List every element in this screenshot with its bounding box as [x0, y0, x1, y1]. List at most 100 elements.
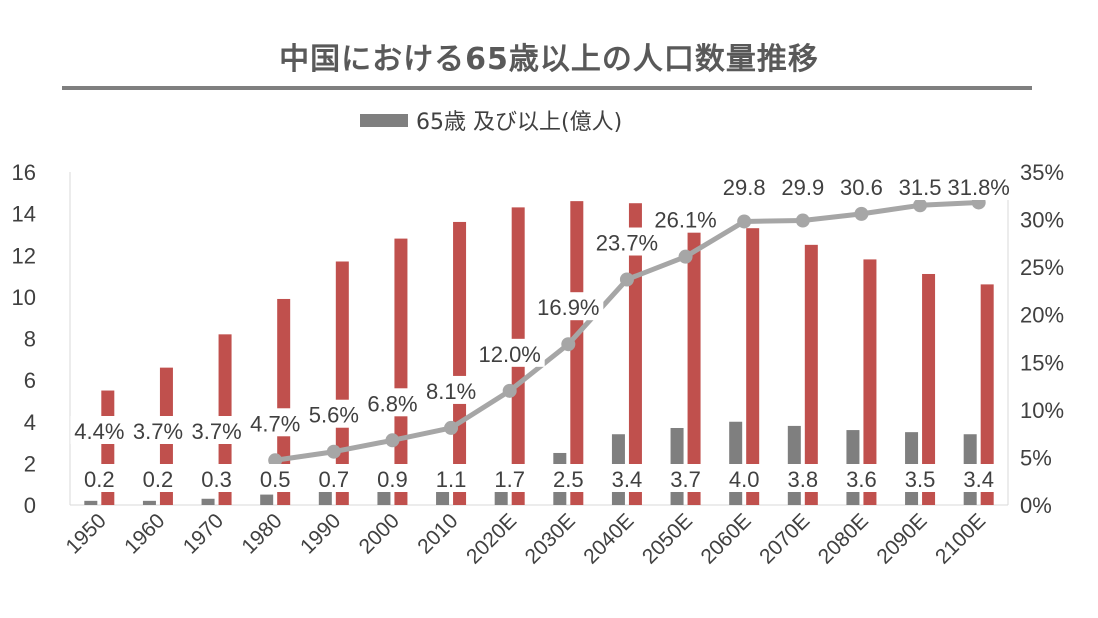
senior-value-label: 3.7 — [670, 467, 701, 492]
senior-label-bg — [368, 464, 417, 492]
ratio-label-bg — [187, 416, 246, 444]
senior-label-bg — [896, 464, 945, 492]
total-bars — [101, 201, 994, 505]
senior-label-bg — [427, 464, 476, 492]
ratio-label-bg — [246, 408, 305, 437]
x-tick-label: 2010 — [413, 509, 462, 558]
ratio-label-bg — [533, 292, 604, 321]
total-bar — [687, 213, 701, 505]
total-bar — [453, 221, 467, 505]
ratio-value-label: 12.0% — [478, 342, 540, 367]
total-bar — [277, 298, 291, 505]
senior-value-label: 0.2 — [143, 467, 174, 492]
senior-label-bg — [778, 464, 827, 492]
total-bar — [804, 244, 818, 505]
senior-label-bg — [837, 464, 886, 492]
ratio-value-label: 6.8% — [367, 391, 417, 416]
senior-value-label: 1.7 — [494, 467, 525, 492]
ratio-value-label: 16.9% — [537, 295, 599, 320]
x-tick-label: 2060E — [697, 509, 756, 568]
x-tick-label: 2020E — [462, 509, 521, 568]
senior-value-label: 2.5 — [553, 467, 584, 492]
y-left-tick-label: 4 — [24, 410, 36, 435]
senior-bar — [318, 490, 332, 505]
ratio-value-label: 23.7% — [596, 231, 658, 256]
total-bar — [922, 273, 936, 505]
senior-value-label: 0.3 — [201, 467, 232, 492]
senior-label-bg — [485, 464, 534, 492]
y-left-tick-label: 6 — [24, 368, 36, 393]
senior-label-bg — [309, 464, 358, 492]
ratio-label-bg — [474, 338, 545, 367]
ratio-value-label: 3.7% — [191, 419, 241, 444]
ratio-value-label: 31.5 — [899, 175, 942, 200]
senior-value-label: 3.4 — [963, 467, 994, 492]
y-right-tick-label: 5% — [1020, 445, 1052, 470]
ratio-point — [913, 198, 928, 213]
ratio-point — [737, 214, 752, 229]
senior-value-label: 3.8 — [788, 467, 819, 492]
ratio-label-bg — [832, 172, 891, 200]
ratio-labels: 4.4% 3.7% 3.7% 4.7% 5.6% 6.8% 8.1%12.0% 16.9% 23… — [70, 172, 1014, 444]
x-tick-label: 2000 — [355, 509, 404, 558]
ratio-label-bg — [128, 416, 187, 444]
x-tick-label: 1990 — [296, 509, 345, 558]
total-bar — [980, 284, 994, 505]
ratio-point — [326, 444, 341, 459]
ratio-label-bg — [650, 204, 721, 233]
y-right-tick-label: 0% — [1020, 493, 1052, 518]
ratio-label-bg — [773, 172, 832, 200]
ratio-point — [854, 206, 869, 221]
senior-value-label: 0.5 — [260, 467, 291, 492]
x-tick-label: 1970 — [179, 509, 228, 558]
senior-label-bg — [251, 464, 300, 492]
legend: 65歳 及び以上(億人) — [360, 106, 622, 135]
x-tick-label: 2070E — [755, 509, 814, 568]
y-left-tick-label: 12 — [12, 243, 36, 268]
total-bar — [746, 228, 760, 505]
ratio-value-label: 30.6 — [840, 175, 883, 200]
x-tick-label: 2030E — [521, 509, 580, 568]
senior-label-bg — [720, 464, 769, 492]
y-left-tick-label: 2 — [24, 451, 36, 476]
ratio-label-bg — [715, 172, 774, 200]
senior-value-label: 3.6 — [846, 467, 877, 492]
y-right-tick-label: 35% — [1020, 160, 1064, 185]
senior-value-label: 4.0 — [729, 467, 760, 492]
ratio-point — [268, 453, 283, 468]
x-tick-label: 1950 — [62, 509, 111, 558]
ratio-label-bg — [70, 416, 129, 444]
senior-value-label: 3.5 — [905, 467, 936, 492]
y-left-tick-label: 10 — [12, 285, 36, 310]
ratio-label-bg — [591, 227, 662, 256]
ratio-label-bg — [943, 172, 1014, 200]
legend-swatch — [360, 113, 408, 127]
senior-label-bg — [192, 464, 241, 492]
x-tick-label: 2090E — [872, 509, 931, 568]
senior-bar — [84, 500, 98, 505]
ratio-value-label: 3.7% — [133, 419, 183, 444]
y-left-tick-label: 16 — [12, 160, 36, 185]
ratio-label-bg — [304, 399, 363, 428]
title-divider — [62, 86, 1032, 90]
ratio-value-label: 5.6% — [309, 403, 359, 428]
senior-bar — [142, 500, 156, 505]
senior-bar — [729, 421, 743, 505]
ratio-value-label: 26.1% — [654, 208, 716, 233]
total-bar — [863, 259, 877, 505]
senior-bar — [260, 494, 274, 505]
total-bar — [335, 261, 349, 505]
senior-label-bg — [602, 464, 651, 492]
y-right-tick-label: 25% — [1020, 255, 1064, 280]
senior-value-label: 1.1 — [436, 467, 467, 492]
senior-labels: 0.2 0.2 0.3 0.5 0.7 0.9 1.1 1.7 2.5 3.4 3.7 4.0 3.8 3… — [75, 464, 1003, 492]
chart-title: 中国における65歳以上の人口数量推移 — [279, 42, 819, 77]
y-right-tick-label: 15% — [1020, 350, 1064, 375]
x-tick-label: 2040E — [579, 509, 638, 568]
y-right-tick-label: 30% — [1020, 208, 1064, 233]
ratio-label-bg — [422, 375, 481, 404]
ratio-value-label: 4.4% — [74, 419, 124, 444]
ratio-point — [678, 249, 693, 264]
y-left-tick-label: 0 — [24, 493, 36, 518]
